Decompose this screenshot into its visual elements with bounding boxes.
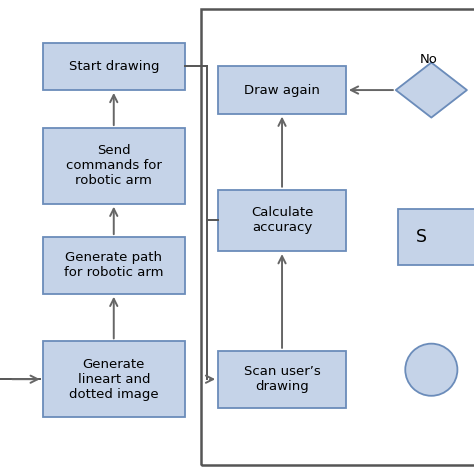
Text: S: S <box>416 228 428 246</box>
Text: Start drawing: Start drawing <box>69 60 159 73</box>
FancyBboxPatch shape <box>218 190 346 251</box>
Bar <box>201 9 474 465</box>
Text: Generate path
for robotic arm: Generate path for robotic arm <box>64 251 164 280</box>
FancyBboxPatch shape <box>398 209 474 265</box>
Circle shape <box>405 344 457 396</box>
FancyBboxPatch shape <box>218 66 346 114</box>
Text: Generate
lineart and
dotted image: Generate lineart and dotted image <box>69 358 159 401</box>
Text: Scan user’s
drawing: Scan user’s drawing <box>244 365 320 393</box>
FancyBboxPatch shape <box>43 43 185 90</box>
Text: Send
commands for
robotic arm: Send commands for robotic arm <box>66 145 162 187</box>
Text: Draw again: Draw again <box>244 83 320 97</box>
FancyBboxPatch shape <box>43 237 185 294</box>
FancyBboxPatch shape <box>218 351 346 408</box>
FancyBboxPatch shape <box>43 128 185 204</box>
FancyBboxPatch shape <box>43 341 185 417</box>
Text: No: No <box>420 53 438 66</box>
Text: Calculate
accuracy: Calculate accuracy <box>251 206 313 235</box>
Polygon shape <box>396 63 467 118</box>
